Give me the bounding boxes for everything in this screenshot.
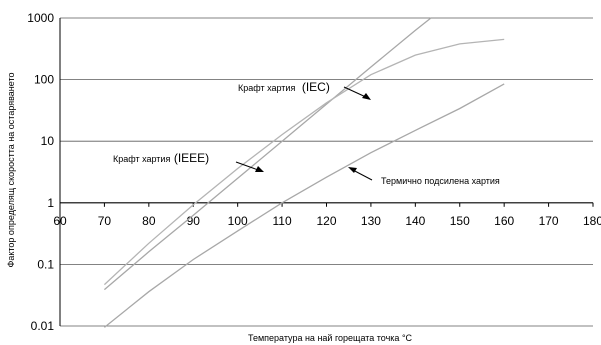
x-tick-label: 110 [273, 214, 292, 228]
x-tick-label: 180 [583, 214, 601, 228]
annotation-thermal-label: Термично подсилена хартия [381, 176, 500, 186]
x-tick-label: 170 [539, 214, 559, 228]
series-line-iec [103, 17, 432, 291]
annotation-ieee-arrowhead [255, 166, 264, 172]
x-tick-label: 60 [53, 214, 67, 228]
x-tick-label: 70 [98, 214, 112, 228]
x-tick-label: 100 [228, 214, 248, 228]
annotations: Крафт хартия (IEC) Крафт хартия (IEEE) Т… [113, 80, 500, 186]
x-tick-label: 130 [361, 214, 381, 228]
y-tick-label: 0.01 [31, 319, 55, 333]
x-tick-label: 140 [405, 214, 425, 228]
annotation-thermal-arrowhead [348, 167, 357, 173]
series-lines [103, 17, 505, 328]
x-tick-label: 80 [142, 214, 156, 228]
horizontal-gridlines [59, 17, 593, 327]
x-tick-labels: 60 70 80 90 100 110 120 130 140 150 160 170 180 [53, 202, 601, 228]
y-tick-label: 1 [47, 196, 54, 210]
x-axis-label: Температура на най горещата точка °C [248, 333, 413, 343]
x-tick-label: 160 [494, 214, 514, 228]
annotation-iec-arrowhead [362, 93, 371, 100]
annotation-ieee-label: Крафт хартия (IEEE) [113, 151, 209, 165]
x-tick-label: 150 [450, 214, 470, 228]
annotation-iec-label: Крафт хартия (IEC) [238, 80, 330, 94]
y-tick-label: 10 [41, 134, 55, 148]
y-tick-label: 0.1 [37, 257, 54, 271]
y-tick-label: 1000 [27, 11, 54, 25]
y-tick-labels: 1000 100 10 1 0.1 0.01 [27, 11, 54, 333]
x-tick-label: 120 [316, 214, 336, 228]
y-tick-label: 100 [34, 73, 54, 87]
y-axis-label: Фактор определящ скоростта на остаряване… [6, 73, 16, 268]
series-line-ieee [103, 38, 505, 286]
series-line-thermal [103, 83, 505, 328]
